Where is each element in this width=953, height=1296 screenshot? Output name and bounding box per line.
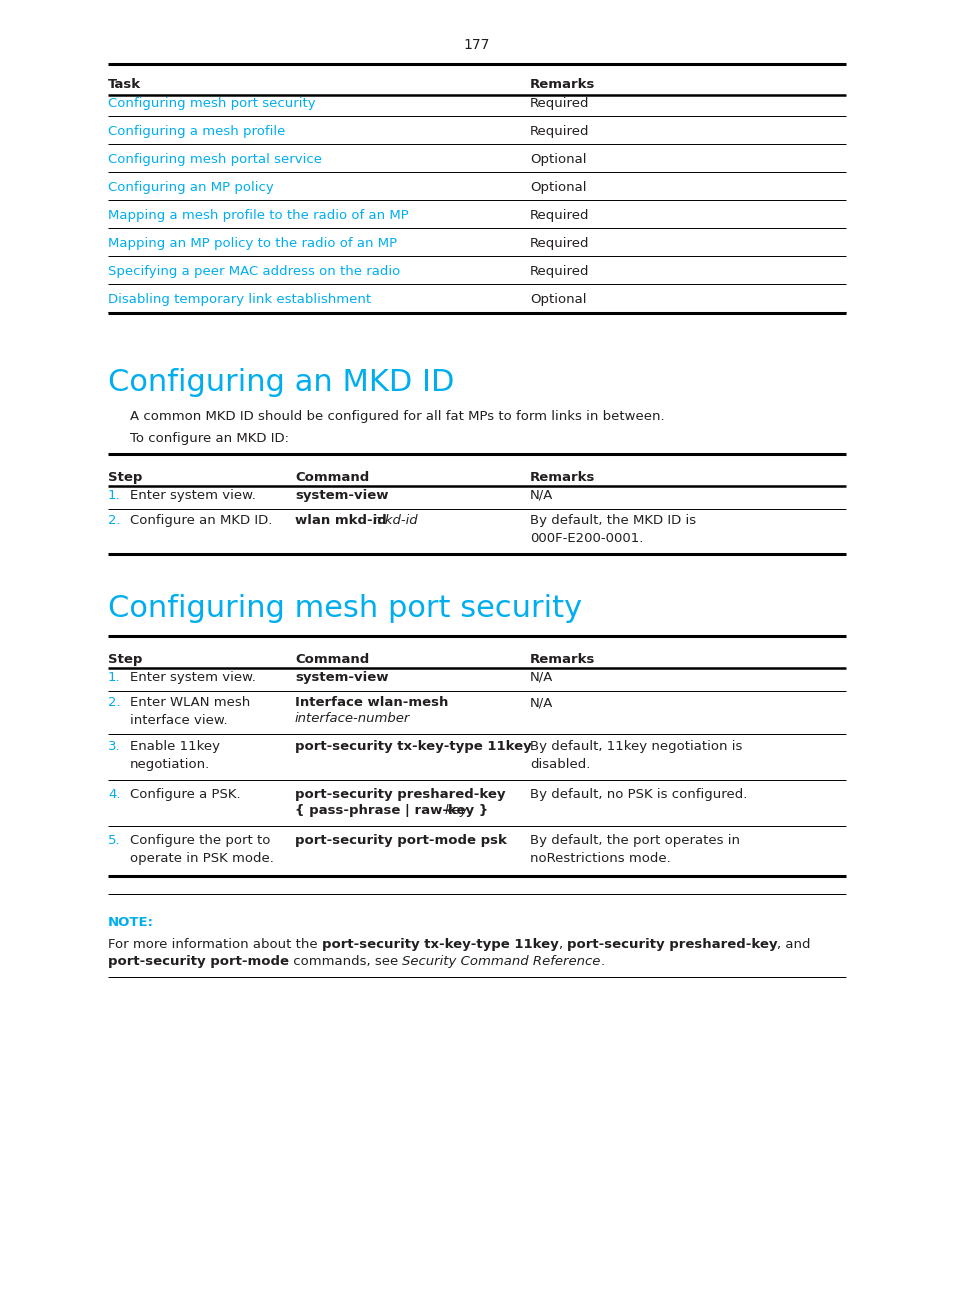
Text: 3.: 3.	[108, 740, 120, 753]
Text: Configure an MKD ID.: Configure an MKD ID.	[130, 515, 273, 527]
Text: Configure a PSK.: Configure a PSK.	[130, 788, 240, 801]
Text: key: key	[444, 804, 468, 816]
Text: By default, the MKD ID is
000F-E200-0001.: By default, the MKD ID is 000F-E200-0001…	[530, 515, 696, 546]
Text: 1.: 1.	[108, 671, 120, 684]
Text: N/A: N/A	[530, 489, 553, 502]
Text: 1.: 1.	[108, 489, 120, 502]
Text: port-security port-mode: port-security port-mode	[108, 955, 289, 968]
Text: Required: Required	[530, 237, 589, 250]
Text: Configure the port to
operate in PSK mode.: Configure the port to operate in PSK mod…	[130, 835, 274, 864]
Text: To configure an MKD ID:: To configure an MKD ID:	[130, 432, 289, 445]
Text: For more information about the: For more information about the	[108, 938, 321, 951]
Text: { pass-phrase | raw-key }: { pass-phrase | raw-key }	[294, 804, 493, 816]
Text: wlan mkd-id: wlan mkd-id	[294, 515, 391, 527]
Text: port-security tx-key-type 11key: port-security tx-key-type 11key	[294, 740, 531, 753]
Text: .: .	[600, 955, 604, 968]
Text: Required: Required	[530, 264, 589, 279]
Text: By default, no PSK is configured.: By default, no PSK is configured.	[530, 788, 746, 801]
Text: Task: Task	[108, 78, 141, 91]
Text: Enter system view.: Enter system view.	[130, 671, 255, 684]
Text: A common MKD ID should be configured for all fat MPs to form links in between.: A common MKD ID should be configured for…	[130, 410, 664, 422]
Text: Required: Required	[530, 209, 589, 222]
Text: 2.: 2.	[108, 515, 120, 527]
Text: Enter system view.: Enter system view.	[130, 489, 255, 502]
Text: , and: , and	[777, 938, 810, 951]
Text: Disabling temporary link establishment: Disabling temporary link establishment	[108, 293, 371, 306]
Text: mkd-id: mkd-id	[373, 515, 418, 527]
Text: Enter WLAN mesh
interface view.: Enter WLAN mesh interface view.	[130, 696, 250, 727]
Text: interface-number: interface-number	[294, 712, 410, 724]
Text: system-view: system-view	[294, 489, 388, 502]
Text: Configuring an MKD ID: Configuring an MKD ID	[108, 368, 454, 397]
Text: Configuring mesh port security: Configuring mesh port security	[108, 594, 581, 623]
Text: Configuring mesh portal service: Configuring mesh portal service	[108, 153, 322, 166]
Text: ,: ,	[558, 938, 566, 951]
Text: 2.: 2.	[108, 696, 120, 709]
Text: Required: Required	[530, 124, 589, 137]
Text: Mapping a mesh profile to the radio of an MP: Mapping a mesh profile to the radio of a…	[108, 209, 408, 222]
Text: Command: Command	[294, 653, 369, 666]
Text: Security Command Reference: Security Command Reference	[402, 955, 600, 968]
Text: 177: 177	[463, 38, 490, 52]
Text: 5.: 5.	[108, 835, 120, 848]
Text: Remarks: Remarks	[530, 78, 595, 91]
Text: port-security tx-key-type 11key: port-security tx-key-type 11key	[321, 938, 558, 951]
Text: 4.: 4.	[108, 788, 120, 801]
Text: N/A: N/A	[530, 696, 553, 709]
Text: system-view: system-view	[294, 671, 388, 684]
Text: N/A: N/A	[530, 671, 553, 684]
Text: NOTE:: NOTE:	[108, 916, 153, 929]
Text: port-security preshared-key: port-security preshared-key	[294, 788, 505, 801]
Text: By default, the port operates in
noRestrictions mode.: By default, the port operates in noRestr…	[530, 835, 740, 864]
Text: By default, 11key negotiation is
disabled.: By default, 11key negotiation is disable…	[530, 740, 741, 771]
Text: Mapping an MP policy to the radio of an MP: Mapping an MP policy to the radio of an …	[108, 237, 396, 250]
Text: commands, see: commands, see	[289, 955, 402, 968]
Text: Optional: Optional	[530, 153, 586, 166]
Text: Step: Step	[108, 653, 142, 666]
Text: Remarks: Remarks	[530, 653, 595, 666]
Text: port-security port-mode psk: port-security port-mode psk	[294, 835, 506, 848]
Text: Specifying a peer MAC address on the radio: Specifying a peer MAC address on the rad…	[108, 264, 400, 279]
Text: Configuring an MP policy: Configuring an MP policy	[108, 181, 274, 194]
Text: Command: Command	[294, 470, 369, 483]
Text: Remarks: Remarks	[530, 470, 595, 483]
Text: Optional: Optional	[530, 181, 586, 194]
Text: port-security preshared-key: port-security preshared-key	[566, 938, 777, 951]
Text: Required: Required	[530, 97, 589, 110]
Text: Interface wlan-mesh: Interface wlan-mesh	[294, 696, 448, 709]
Text: Configuring mesh port security: Configuring mesh port security	[108, 97, 315, 110]
Text: Enable 11key
negotiation.: Enable 11key negotiation.	[130, 740, 220, 771]
Text: Configuring a mesh profile: Configuring a mesh profile	[108, 124, 285, 137]
Text: Optional: Optional	[530, 293, 586, 306]
Text: Step: Step	[108, 470, 142, 483]
